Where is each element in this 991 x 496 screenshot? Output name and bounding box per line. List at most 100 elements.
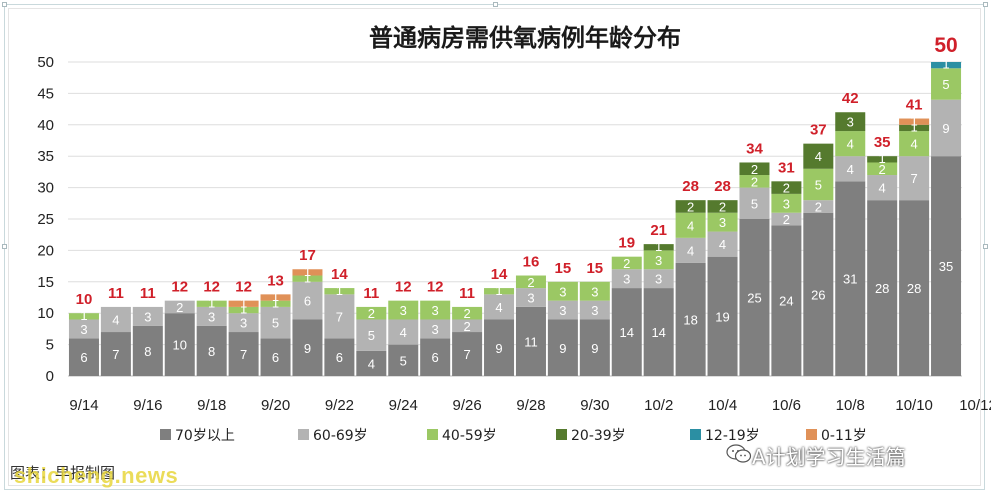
bar-segment-label: 6 — [80, 350, 87, 365]
bar-segment — [835, 112, 866, 132]
legend-swatch — [806, 429, 817, 440]
bar-segment — [260, 300, 291, 307]
resize-handle-top[interactable] — [493, 2, 498, 7]
bar-total-label: 19 — [618, 235, 635, 252]
bar-segment-label: 5 — [400, 353, 407, 368]
bar-segment-label: 2 — [623, 256, 630, 271]
resize-handle-right[interactable] — [983, 244, 988, 249]
bar-segment-label: 4 — [495, 300, 502, 315]
bar-segment — [356, 306, 387, 320]
bar-segment-label: 1 — [80, 308, 87, 323]
bar-segment-label: 1 — [208, 295, 215, 310]
bar-segment-label: 1 — [336, 283, 343, 298]
y-tick-label: 5 — [46, 337, 54, 354]
bar-total-label: 14 — [331, 266, 348, 283]
bar-segment-label: 1 — [240, 302, 247, 317]
bar-segment — [867, 200, 898, 376]
y-tick-label: 50 — [37, 54, 54, 71]
bar-segment — [899, 124, 930, 132]
watermark-site: shicheng.news — [14, 463, 179, 488]
chart-frame — [8, 8, 981, 486]
bar-segment-label: 3 — [432, 303, 439, 318]
bar-segment-label: 9 — [495, 341, 502, 356]
bar-segment-label: 2 — [879, 162, 886, 177]
bar-segment-label: 3 — [591, 303, 598, 318]
bar-total-label: 11 — [363, 285, 379, 302]
bar-segment-label: 2 — [783, 181, 790, 196]
bar-segment-label: 7 — [463, 347, 470, 362]
bar-segment — [675, 237, 706, 263]
x-tick-label: 9/24 — [389, 397, 418, 414]
bar-segment-label: 6 — [272, 350, 279, 365]
bar-segment-label: 4 — [879, 181, 886, 196]
bar-segment — [164, 300, 195, 314]
bar-segment-label: 2 — [687, 199, 694, 214]
bar-segment — [867, 162, 898, 176]
bar-total-label: 10 — [76, 291, 93, 308]
bar-segment-label: 35 — [939, 259, 953, 274]
bar-segment — [292, 319, 323, 376]
bar-segment — [931, 68, 962, 100]
bar-total-label: 11 — [108, 285, 124, 302]
bar-segment — [292, 269, 323, 276]
legend-item: 12-19岁 — [690, 428, 760, 444]
bar-segment — [803, 212, 834, 376]
y-axis: 0 5 10 15 20 25 30 35 40 45 50 — [37, 54, 54, 385]
bar-segment-label: 1 — [495, 283, 502, 298]
bar-segment-label: 1 — [942, 57, 949, 72]
legend-swatch — [160, 429, 171, 440]
bar-segment — [739, 219, 770, 376]
bar-segment-label: 2 — [463, 319, 470, 334]
bar-segment-label: 3 — [783, 196, 790, 211]
bar-segment — [228, 300, 259, 307]
x-tick-label: 9/30 — [580, 397, 609, 414]
bar-segment-label: 3 — [208, 309, 215, 324]
bar-segment-label: 3 — [400, 303, 407, 318]
bar-segment — [324, 338, 355, 376]
chart-credit: 图表：早报制图 — [10, 464, 116, 482]
bar-segment — [196, 300, 227, 307]
bar-segment-label: 5 — [815, 178, 822, 193]
bar-segment — [228, 332, 259, 376]
x-tick-label: 9/26 — [453, 397, 482, 414]
bar-total-label: 12 — [203, 279, 220, 296]
x-axis: 9/14 9/16 9/18 9/20 9/22 9/24 9/26 9/28 9/30 10/2… — [69, 397, 991, 414]
bar-segment — [931, 99, 962, 157]
bar-segment-label: 1 — [304, 270, 311, 285]
resize-handle-top-right[interactable] — [983, 2, 988, 7]
resize-handle-top-left[interactable] — [2, 2, 7, 7]
bar-segment — [611, 288, 642, 376]
bar-total-label: 28 — [682, 178, 699, 195]
bar-segment-label: 14 — [620, 325, 634, 340]
bar-segment — [164, 313, 195, 376]
bar-segment-label: 26 — [811, 287, 825, 302]
bar-segment-label: 3 — [847, 115, 854, 130]
bar-segment-label: 3 — [559, 303, 566, 318]
bar-segment — [515, 275, 546, 289]
bar-segment-label: 19 — [715, 309, 729, 324]
bar-segment-label: 2 — [783, 212, 790, 227]
bar-segment-label: 3 — [655, 272, 662, 287]
y-tick-label: 35 — [37, 148, 54, 165]
bar-segment — [643, 269, 674, 289]
legend-label: 70岁以上 — [175, 428, 235, 444]
bar-segment — [771, 212, 802, 226]
legend-label: 60-69岁 — [313, 428, 368, 444]
bar-segment-label: 3 — [527, 291, 534, 306]
x-tick-label: 9/18 — [197, 397, 226, 414]
bar-segment-label: 9 — [591, 341, 598, 356]
bar-segment — [388, 319, 419, 345]
bar-total-label: 34 — [746, 140, 763, 157]
y-tick-label: 40 — [37, 117, 54, 134]
bar-segment-label: 4 — [687, 243, 694, 258]
bar-segment — [899, 131, 930, 157]
bar-segment — [643, 250, 674, 270]
resize-handle-left[interactable] — [2, 244, 7, 249]
bar-segment — [803, 143, 834, 169]
legend-label: 40-59岁 — [442, 428, 497, 444]
legend-swatch — [690, 429, 701, 440]
bar-segment — [739, 175, 770, 188]
bar-segment-label: 2 — [463, 306, 470, 321]
bar-segment — [515, 288, 546, 307]
